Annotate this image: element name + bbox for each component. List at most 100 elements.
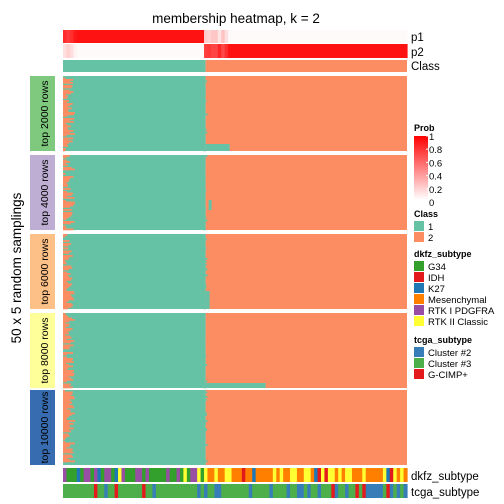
tcga-subtype-cell	[118, 484, 123, 498]
dkfz-subtype-cell	[331, 468, 336, 482]
heatmap-cell-class-2	[63, 243, 72, 245]
heatmap-cell-class-1	[203, 85, 206, 87]
p1-cell	[400, 30, 405, 43]
heatmap-cell-class-2	[63, 179, 70, 181]
heatmap-cell-class-1	[203, 215, 206, 217]
p2-cell	[396, 44, 401, 58]
heatmap-cell-class-2	[63, 119, 70, 122]
heatmap-cell-class-1	[203, 386, 206, 389]
dkfz-subtype-cell	[321, 468, 326, 482]
dkfz-subtype-cell	[142, 468, 147, 482]
heatmap-cell-class-2	[63, 414, 72, 416]
p1-cell	[73, 30, 78, 43]
p2-cell	[296, 44, 301, 58]
p1-cell	[248, 30, 253, 43]
heatmap-cell-class-2	[63, 451, 74, 454]
heatmap-cell-class-2	[63, 344, 74, 347]
tcga-subtype-cell	[210, 484, 215, 498]
dkfz-subtype-cell	[262, 468, 267, 482]
tcga-subtype-cell	[403, 484, 408, 498]
heatmap-cell-class-2	[63, 121, 74, 123]
dkfz-subtype-cell	[265, 468, 270, 482]
heatmap-cell-class-2	[63, 438, 66, 440]
heatmap-cell-class-1	[203, 165, 206, 168]
heatmap-cell-class-2	[63, 377, 72, 380]
heatmap-cell-class-2	[63, 124, 68, 126]
p1-cell	[162, 30, 167, 43]
tcga-subtype-cell	[400, 484, 405, 498]
heatmap-cell-class-1	[203, 189, 207, 192]
prob-legend-title: Prob	[414, 123, 435, 133]
class-legend-swatch	[414, 221, 424, 231]
tcga-subtype-cell	[69, 484, 74, 498]
heatmap-cell-class-1	[203, 197, 206, 199]
heatmap-cell-class-1	[203, 355, 207, 357]
heatmap-cell-class-2	[63, 133, 75, 135]
tcga-subtype-cell	[321, 484, 326, 498]
heatmap-cell-class-1	[203, 274, 208, 277]
dkfz-subtype-cell	[293, 468, 298, 482]
p2-cell	[231, 44, 236, 58]
heatmap-cell-class-2	[63, 297, 74, 299]
dkfz-subtype-cell	[386, 468, 391, 482]
p1-cell	[80, 30, 85, 43]
tcga-subtype-cell	[73, 484, 78, 498]
tcga-subtype-cell	[145, 484, 150, 498]
dkfz-subtype-cell	[279, 468, 284, 482]
dkfz-subtype-cell	[107, 468, 112, 482]
tcga-subtype-cell	[63, 484, 68, 498]
heatmap-cell-class-2	[63, 276, 70, 278]
p1-cell	[200, 30, 205, 43]
chart-title: membership heatmap, k = 2	[152, 11, 320, 26]
heatmap-cell-class-2	[63, 262, 67, 265]
dkfz-subtype-cell	[138, 468, 143, 482]
heatmap-cell-class-2	[63, 125, 72, 128]
heatmap-cell-class-2	[63, 418, 67, 421]
dkfz-subtype-cell	[224, 468, 229, 482]
p2-cell	[334, 44, 339, 58]
heatmap-cell-class-1	[203, 313, 206, 315]
heatmap-cell-class-2	[63, 148, 66, 150]
p1-cell	[376, 30, 381, 43]
heatmap-cell-class-1	[203, 110, 206, 113]
dkfz-subtype-cell	[97, 468, 102, 482]
p2-cell	[358, 44, 363, 58]
p1-cell	[128, 30, 133, 43]
heatmap-cell-class-2	[63, 267, 73, 269]
dkfz-subtype-cell	[255, 468, 260, 482]
dkfz-subtype-cell	[341, 468, 346, 482]
heatmap-cell-class-2	[63, 409, 71, 412]
heatmap-cell-class-2	[63, 359, 73, 362]
heatmap-cell-class-2	[63, 331, 68, 333]
tcga-subtype-cell	[307, 484, 312, 498]
heatmap-cell-class-2	[63, 240, 70, 242]
p1-cell	[224, 30, 229, 43]
heatmap-cell-class-2	[63, 91, 74, 93]
tcga-subtype-cell	[276, 484, 281, 498]
tcga-subtype-cell	[265, 484, 270, 498]
heatmap-cell-class-1	[203, 238, 207, 241]
heatmap-cell-class-2	[63, 400, 72, 403]
p1-cell	[121, 30, 126, 43]
p2-cell	[321, 44, 326, 58]
p1-cell	[314, 30, 319, 43]
heatmap-cell-class-2	[63, 396, 74, 398]
heatmap-cell-class-2	[63, 403, 70, 406]
dkfz-subtype-cell	[307, 468, 312, 482]
heatmap-cell-class-1	[203, 113, 208, 116]
heatmap-cell-class-1	[203, 244, 206, 247]
dkfz-subtype-cell	[159, 468, 164, 482]
dkfz-subtype-cell	[372, 468, 377, 482]
heatmap-cell-class-2	[63, 303, 72, 305]
heatmap-cell-class-2	[63, 457, 68, 460]
p2-cell	[400, 44, 405, 58]
p2-cell	[169, 44, 174, 58]
tcga-subtype-cell	[238, 484, 243, 498]
heatmap-cell-class-2	[63, 313, 66, 315]
heatmap-cell-class-1	[203, 359, 206, 362]
p1-cell	[351, 30, 356, 43]
heatmap-cell-class-2	[63, 218, 67, 220]
heatmap-cell-class-1	[203, 252, 206, 254]
heatmap-cell-class-1	[203, 346, 206, 348]
heatmap-cell-class-2	[63, 317, 72, 320]
